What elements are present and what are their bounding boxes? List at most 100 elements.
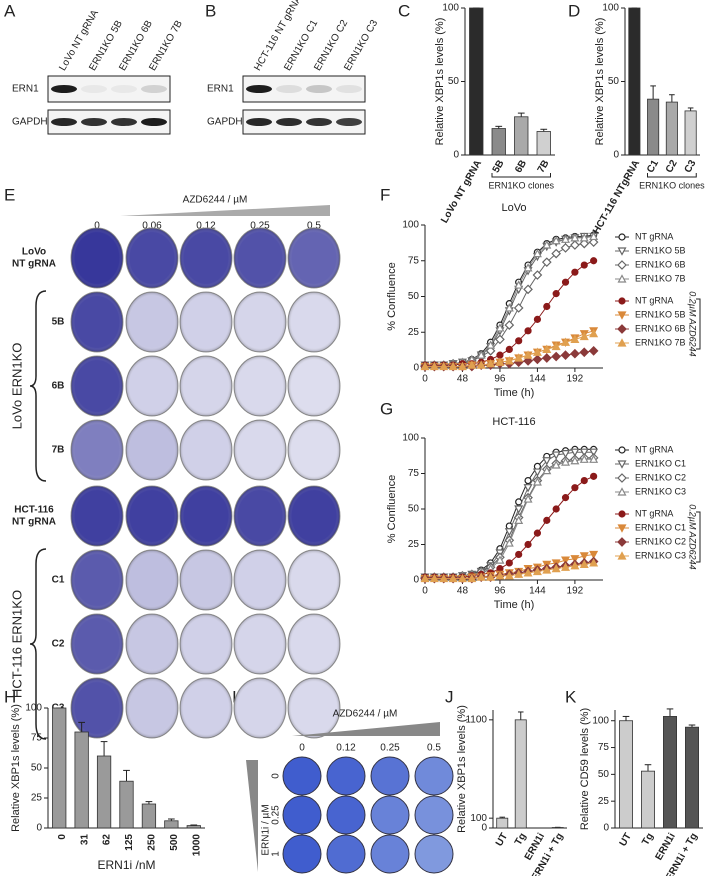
y-axis-label: Relative XBP1s levels (%) (434, 18, 446, 146)
legend-label: ERN1KO 6B (635, 323, 686, 333)
annotation: ERN1KO clones (639, 180, 705, 190)
y-tick-label: 100 (602, 3, 619, 14)
x-tick-label: 250 (147, 834, 158, 851)
panel-letter: A (4, 1, 16, 20)
marker (589, 454, 599, 463)
marker (541, 353, 552, 363)
y-tick-label: 0 (481, 823, 487, 834)
plate-rim (71, 356, 123, 416)
x-tick-label: 192 (567, 586, 584, 597)
dose-label: 0.5 (307, 221, 321, 232)
bar (164, 820, 179, 829)
bar (685, 726, 700, 829)
marker (551, 460, 561, 469)
plate-rim (288, 678, 340, 738)
bar (663, 716, 678, 829)
y-axis-label: % Confluence (386, 475, 398, 544)
marker (588, 237, 599, 248)
dose-label: 0.12 (336, 743, 356, 754)
marker (580, 261, 588, 269)
y-tick-label: 0 (36, 823, 42, 834)
x-tick-label: 48 (457, 374, 469, 385)
plate-rim (180, 356, 232, 416)
y-tick-label: 1100 (465, 714, 487, 725)
dose-label: 0.5 (427, 743, 441, 754)
plate-rim (126, 228, 178, 288)
marker (504, 538, 514, 547)
marker (617, 537, 627, 547)
bar (491, 128, 506, 156)
marker (523, 284, 533, 295)
y-tick-label: 25 (408, 327, 420, 338)
plate-rim (288, 356, 340, 416)
marker (617, 551, 627, 560)
marker (533, 529, 542, 537)
marker (495, 334, 505, 345)
marker (429, 573, 439, 583)
marker (495, 555, 505, 564)
marker (532, 477, 542, 486)
x-tick-label: 96 (494, 586, 506, 597)
bracket (491, 173, 551, 178)
blot-frame (242, 75, 366, 103)
panel-letter: B (205, 1, 216, 20)
marker (532, 347, 542, 356)
y-axis-label: Relative XBP1s levels (%) (456, 705, 468, 833)
x-tick-label: 0 (422, 374, 428, 385)
legend-label: ERN1KO C1 (635, 522, 686, 532)
x-tick-label: 0 (57, 834, 68, 840)
marker (561, 234, 571, 243)
plate-rim (71, 420, 123, 480)
marker (561, 457, 571, 466)
marker (542, 457, 552, 466)
marker (552, 505, 560, 513)
bracket (696, 298, 701, 350)
bar (536, 131, 551, 156)
marker (542, 565, 552, 574)
legend-label: ERN1KO 7B (635, 337, 686, 347)
x-tick-label: C1 (645, 158, 661, 175)
y-axis-label: % Confluence (386, 262, 398, 331)
blot-band (51, 85, 77, 93)
plate-rim (180, 678, 232, 738)
legend-label: ERN1KO C3 (635, 550, 686, 560)
y-tick-label: 50 (408, 504, 420, 515)
bar (469, 7, 484, 156)
marker (514, 569, 524, 578)
marker (515, 550, 523, 559)
marker (496, 351, 504, 359)
y-tick-label: 50 (408, 291, 420, 302)
x-tick-label: Tg (513, 831, 529, 847)
legend-label: NT gRNA (635, 295, 673, 305)
marker (579, 552, 589, 561)
plate (282, 795, 322, 835)
bar (647, 98, 660, 156)
plate-rim (288, 292, 340, 352)
marker (617, 324, 627, 334)
plate-rim (71, 486, 123, 546)
plate-rim (126, 486, 178, 546)
plate-rim (288, 420, 340, 480)
marker (523, 568, 533, 577)
x-tick-label: UT (618, 831, 634, 848)
marker (551, 341, 561, 351)
legend-label: ERN1KO 5B (635, 245, 686, 255)
marker (523, 263, 533, 272)
group-label: LoVo ERN1KO (9, 343, 24, 430)
plate-rim (126, 420, 178, 480)
marker (504, 356, 514, 365)
plate-rim (288, 550, 340, 610)
marker (532, 270, 543, 280)
plate-rim (234, 486, 286, 546)
legend-label: ERN1KO 6B (635, 259, 686, 269)
marker (457, 573, 467, 583)
blot-band (276, 85, 302, 93)
plate-rim (126, 292, 178, 352)
y-axis-label: Relative CD59 levels (%) (579, 708, 591, 830)
plate-rim (180, 292, 232, 352)
marker (439, 573, 449, 583)
plate-rim (180, 486, 232, 546)
plate-rim (126, 678, 178, 738)
marker (514, 353, 524, 362)
blot-band (141, 118, 167, 126)
